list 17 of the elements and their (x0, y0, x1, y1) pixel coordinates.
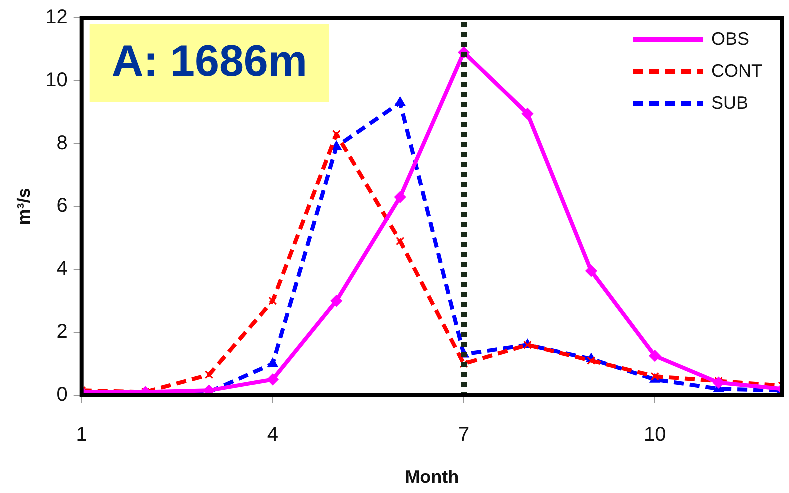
y-tick-label: 4 (56, 258, 68, 280)
y-tick-label: 10 (46, 69, 68, 92)
y-axis-title: m³/s (14, 188, 34, 226)
x-tick-label: 4 (267, 424, 278, 446)
y-tick-label: 6 (56, 195, 68, 218)
y-tick-label: 2 (56, 321, 68, 344)
x-tick-label: 10 (644, 424, 666, 446)
x-axis-title: Month (405, 467, 460, 488)
legend-label: CONT (712, 60, 763, 81)
y-tick-label: 0 (56, 384, 68, 406)
x-tick-label: 1 (76, 424, 88, 446)
y-tick-label: 8 (56, 132, 68, 154)
y-tick-label: 12 (46, 6, 68, 29)
annotation: A: 1686m (112, 37, 308, 86)
x-tick-label: 7 (458, 424, 470, 446)
legend-label: OBS (712, 28, 750, 49)
legend-label: SUB (712, 92, 749, 113)
